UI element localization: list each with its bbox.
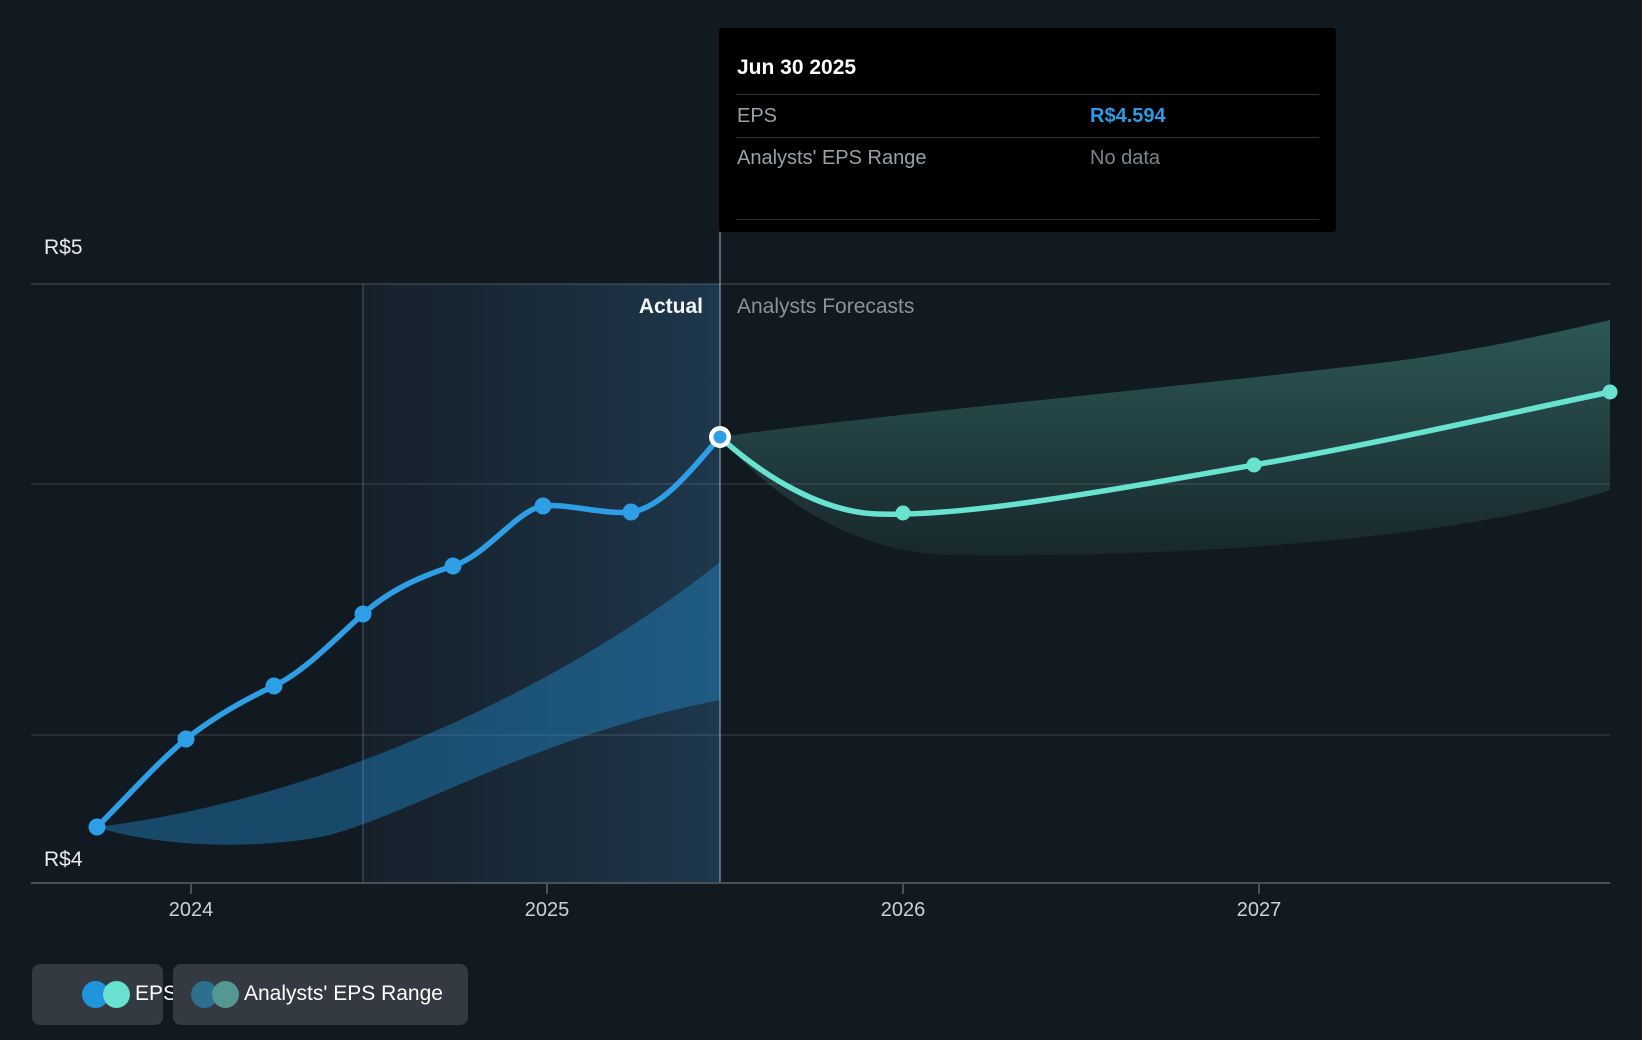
tooltip-date-title: Jun 30 2025 bbox=[737, 56, 857, 79]
highlight-column bbox=[363, 284, 720, 883]
y-axis-label-r5: R$5 bbox=[44, 236, 83, 259]
forecast-phase-label: Analysts Forecasts bbox=[737, 295, 915, 318]
eps-forecast-line bbox=[717, 389, 1613, 518]
x-axis-label-2026: 2026 bbox=[880, 899, 926, 921]
actual-data-point[interactable] bbox=[354, 605, 372, 623]
chart-legend: EPS Analysts' EPS Range bbox=[0, 964, 1642, 1026]
tooltip-range-label: Analysts' EPS Range bbox=[737, 147, 927, 169]
historical-range-band bbox=[97, 562, 720, 845]
tooltip-divider bbox=[736, 137, 1319, 138]
legend-item-eps[interactable]: EPS bbox=[32, 964, 177, 1025]
analysts-eps-range-band bbox=[720, 320, 1610, 556]
tooltip-eps-label: EPS bbox=[737, 105, 778, 127]
eps-forecast-dot-icon bbox=[103, 981, 130, 1008]
actual-phase-label: Actual bbox=[638, 295, 703, 318]
actual-data-point[interactable] bbox=[444, 557, 462, 575]
tooltip-divider bbox=[736, 94, 1319, 95]
actual-data-point[interactable] bbox=[265, 677, 283, 695]
range-band-forecast-dot-icon bbox=[212, 981, 239, 1008]
actual-data-point[interactable] bbox=[534, 497, 552, 515]
forecast-data-point[interactable] bbox=[1246, 457, 1262, 473]
y-axis-label-r4: R$4 bbox=[44, 848, 83, 871]
forecast-data-point[interactable] bbox=[1602, 384, 1618, 400]
legend-label-eps: EPS bbox=[135, 982, 178, 1005]
tooltip-divider bbox=[736, 219, 1319, 220]
x-axis-label-2025: 2025 bbox=[524, 899, 570, 921]
actual-data-point[interactable] bbox=[88, 818, 106, 836]
selected-data-point[interactable] bbox=[713, 430, 727, 444]
x-axis-label-2024: 2024 bbox=[168, 899, 214, 921]
x-axis-label-2027: 2027 bbox=[1236, 899, 1282, 921]
legend-item-analysts-eps-range[interactable]: Analysts' EPS Range bbox=[173, 964, 468, 1025]
actual-data-point[interactable] bbox=[622, 503, 640, 521]
forecast-data-point[interactable] bbox=[895, 505, 911, 521]
actual-data-point[interactable] bbox=[177, 730, 195, 748]
tooltip-eps-value: R$4.594 bbox=[1090, 105, 1166, 127]
legend-label-analysts-eps-range: Analysts' EPS Range bbox=[244, 982, 443, 1005]
chart-tooltip: Jun 30 2025 EPS R$4.594 Analysts' EPS Ra… bbox=[719, 28, 1336, 232]
tooltip-range-value: No data bbox=[1090, 147, 1161, 169]
